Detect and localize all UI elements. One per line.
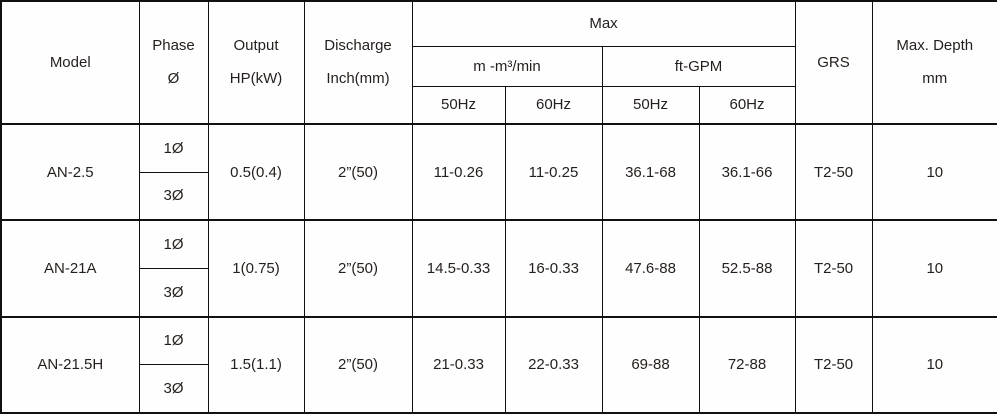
table-row-an25-phase3: 3Ø: [1, 171, 997, 221]
col-header-m3-min: m -m³/min: [411, 45, 603, 87]
col-header-max-depth-line2: mm: [922, 69, 948, 87]
col-header-output-line1: Output: [233, 37, 279, 55]
cell-depth: 10: [871, 315, 997, 414]
cell-phase-1: 1Ø: [138, 122, 209, 173]
col-header-model: Model: [0, 0, 140, 125]
cell-discharge: 2”(50): [303, 122, 413, 221]
table-row-an21a-phase1: AN-21A 1Ø 1(0.75) 2”(50) 14.5-0.33 16-0.…: [0, 219, 997, 318]
cell-ft-50hz: 47.6-88: [601, 219, 700, 318]
cell-phase-2: 3Ø: [138, 171, 209, 221]
col-header-ft-60hz: 60Hz: [698, 85, 796, 125]
cell-model: AN-2.5: [0, 122, 140, 221]
cell-phase-2: 3Ø: [138, 364, 209, 414]
cell-model: AN-21.5H: [0, 315, 140, 414]
col-header-max-depth-line1: Max. Depth: [896, 37, 974, 55]
cell-grs: T2-50: [794, 315, 873, 414]
cell-depth: 10: [871, 122, 997, 221]
cell-output: 1.5(1.1): [207, 315, 305, 414]
col-header-m3-60hz: 60Hz: [504, 85, 603, 125]
cell-output: 0.5(0.4): [207, 122, 305, 221]
cell-m3-50hz: 21-0.33: [411, 315, 506, 414]
cell-phase-2: 3Ø: [138, 267, 209, 318]
cell-phase-1: 1Ø: [138, 219, 209, 269]
col-header-output-line2: HP(kW): [229, 69, 283, 87]
cell-m3-50hz: 11-0.26: [411, 122, 506, 221]
col-header-grs: GRS: [794, 0, 873, 125]
table-row-an25-phase1: AN-2.5 1Ø 0.5(0.4) 2”(50) 11-0.26 11-0.2…: [0, 122, 997, 221]
cell-grs: T2-50: [794, 219, 873, 318]
cell-ft-60hz: 36.1-66: [698, 122, 796, 221]
cell-m3-50hz: 14.5-0.33: [411, 219, 506, 318]
cell-m3-60hz: 16-0.33: [504, 219, 603, 318]
col-header-m3-50hz: 50Hz: [411, 85, 506, 125]
col-header-phase-line2: Ø: [167, 69, 180, 87]
col-header-output: Output HP(kW): [207, 0, 305, 125]
cell-discharge: 2”(50): [303, 315, 413, 414]
cell-ft-60hz: 72-88: [698, 315, 796, 414]
cell-ft-50hz: 69-88: [601, 315, 700, 414]
col-header-phase-line1: Phase: [152, 37, 195, 55]
col-header-discharge: Discharge Inch(mm): [303, 0, 413, 125]
cell-discharge: 2”(50): [303, 219, 413, 318]
cell-ft-60hz: 52.5-88: [698, 219, 796, 318]
col-header-discharge-line2: Inch(mm): [326, 69, 390, 87]
col-header-discharge-line1: Discharge: [324, 37, 392, 55]
table-row-an21a-phase3: 3Ø: [1, 267, 997, 318]
cell-phase-1: 1Ø: [138, 315, 209, 366]
cell-ft-50hz: 36.1-68: [601, 122, 700, 221]
col-header-max-depth: Max. Depth mm: [871, 0, 997, 125]
col-header-ft-50hz: 50Hz: [601, 85, 700, 125]
col-header-max: Max: [411, 0, 796, 47]
cell-depth: 10: [871, 219, 997, 318]
cell-model: AN-21A: [0, 219, 140, 318]
col-header-ft-gpm: ft-GPM: [601, 45, 796, 87]
cell-output: 1(0.75): [207, 219, 305, 318]
table-row-an215h-phase3: 3Ø: [1, 364, 997, 414]
col-header-phase: Phase Ø: [138, 0, 209, 125]
cell-m3-60hz: 22-0.33: [504, 315, 603, 414]
cell-grs: T2-50: [794, 122, 873, 221]
cell-m3-60hz: 11-0.25: [504, 122, 603, 221]
table-row-an215h-phase1: AN-21.5H 1Ø 1.5(1.1) 2”(50) 21-0.33 22-0…: [0, 315, 997, 414]
